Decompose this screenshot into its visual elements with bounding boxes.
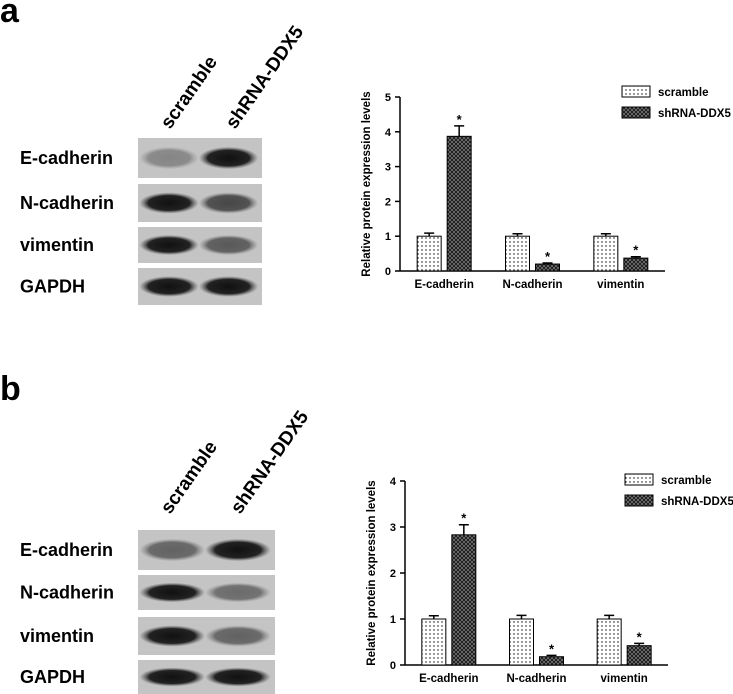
lane-label: shRNA-DDX5 [227,407,313,518]
error-bar [458,523,469,535]
blot-band [198,192,259,214]
significance: * [461,511,467,526]
x-tick-label: N-cadherin [506,673,566,685]
blot-band [139,192,199,214]
bar [416,235,442,272]
blot-band [139,538,206,562]
panel-label: b [0,370,21,408]
bar [446,135,472,272]
y-tick-label: 3 [385,162,391,174]
error-bar [634,642,645,646]
error-bar [424,232,435,237]
significance: * [457,112,463,127]
significance: * [545,249,551,264]
blot-band [198,234,259,256]
panel-label: a [0,0,20,30]
legend-swatch [624,473,654,486]
error-bar [630,255,641,259]
x-tick-label: vimentin [601,673,648,685]
legend-label: shRNA-DDX5 [661,496,733,508]
error-bar [604,614,615,619]
significance: * [637,629,643,644]
band-label: E-cadherin [20,148,113,168]
blot-band [198,146,259,170]
error-bar [512,233,523,237]
error-bar [546,654,557,657]
bar [623,257,649,272]
y-tick-label: 0 [390,660,396,672]
blot-band [139,625,206,647]
band-label: N-cadherin [20,193,114,213]
band-label: GAPDH [20,667,85,687]
blot-band [205,538,271,562]
bar [539,656,564,666]
bar [509,618,534,666]
legend-label: scramble [658,87,709,99]
bar [593,235,619,272]
error-bar [516,614,527,619]
band-label: E-cadherin [20,540,113,560]
bar [451,534,477,666]
band-label: vimentin [20,626,94,646]
blot-band [205,582,271,603]
significance: * [633,243,639,258]
y-tick-label: 0 [385,266,391,278]
y-tick-label: 2 [390,568,396,580]
x-tick-label: vimentin [597,279,644,291]
x-tick-label: E-cadherin [419,673,478,685]
y-tick-label: 3 [390,522,396,534]
y-tick-label: 4 [385,127,392,139]
y-tick-label: 2 [385,196,391,208]
y-tick-label: 4 [390,476,397,488]
significance: * [549,641,555,656]
legend-label: shRNA-DDX5 [658,108,731,120]
y-tick-label: 1 [385,231,391,243]
legend-label: scramble [661,475,712,487]
band-label: vimentin [20,235,94,255]
y-axis-label: Relative protein expression levels [361,91,373,276]
legend-swatch [621,85,651,98]
lane-label: scramble [157,52,222,132]
blot-band [205,667,271,687]
bar [626,645,652,666]
blot-band [205,625,271,647]
lane-label: shRNA-DDX5 [222,22,308,133]
band-label: GAPDH [20,277,85,297]
blot-band [139,667,206,687]
band-label: N-cadherin [20,583,114,603]
error-bar [428,615,439,619]
error-bar [454,125,465,137]
blot-band [139,582,206,603]
blot-band [139,234,199,256]
error-bar [542,262,553,265]
y-tick-label: 1 [390,614,396,626]
lane-label: scramble [157,437,222,517]
blot-band [139,146,199,170]
legend-swatch [624,494,654,507]
blot-band [139,276,199,297]
error-bar [600,233,611,237]
bar [505,235,530,272]
y-tick-label: 5 [385,92,391,104]
bar [596,618,622,666]
bar [421,618,447,666]
bar [535,263,560,272]
x-tick-label: E-cadherin [414,279,473,291]
legend-swatch [621,106,651,119]
x-tick-label: N-cadherin [502,279,562,291]
y-axis-label: Relative protein expression levels [366,480,378,665]
blot-band [198,276,259,297]
